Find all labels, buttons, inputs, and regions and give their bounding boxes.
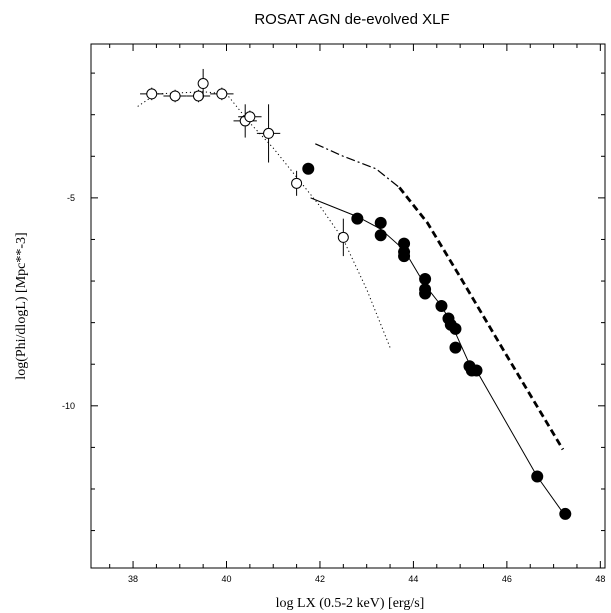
x-tick-label: 48 [595,574,605,584]
open-data-point [192,90,204,102]
dashed-thick-curve [398,186,565,451]
x-axis-label: log LX (0.5-2 keV) [erg/s] [276,596,425,611]
solid-curve [310,197,566,517]
open-data-point [291,177,303,189]
axis-ticks: 38 40 42 44 46 48 -5 -10 [62,44,605,584]
filled-data-point [374,229,387,242]
x-tick-label: 38 [128,574,138,584]
open-data-point [244,111,256,123]
filled-data-point [559,507,572,520]
x-tick-label: 46 [502,574,512,584]
filled-data-point [302,162,315,175]
open-data-point [216,88,228,100]
y-tick-label: -5 [67,193,75,203]
open-data-point [197,78,209,90]
filled-data-point [374,216,387,229]
open-data-point [169,90,181,102]
filled-data-point [449,341,462,354]
model-curves [137,91,566,517]
filled-data-point [435,300,448,312]
open-data-point [146,88,158,100]
x-tick-label: 44 [408,574,418,584]
chart-title: ROSAT AGN de-evolved XLF [254,11,449,28]
filled-data-point [531,470,544,483]
y-tick-label: -10 [62,401,75,411]
dash-dot-curve [315,143,400,188]
filled-data-point [351,212,364,225]
x-tick-label: 40 [222,574,232,584]
filled-data-point [398,250,411,263]
plot-frame [90,43,606,569]
dotted-curve [137,91,391,348]
open-data-point [337,231,349,243]
x-tick-label: 42 [315,574,325,584]
filled-data-point [419,272,432,285]
y-axis-label: log(Phi/dlogL) [Mpc**-3] [14,232,29,379]
filled-data-point [470,364,483,377]
open-data-point [263,127,275,139]
filled-data-point [419,287,432,300]
data-points [140,68,572,520]
filled-data-point [449,322,462,335]
